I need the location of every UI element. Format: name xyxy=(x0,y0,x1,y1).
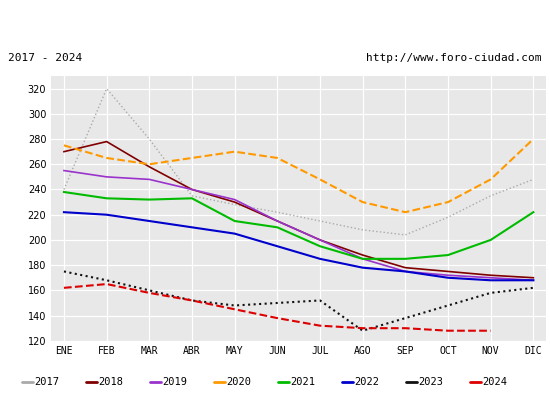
Text: 2019: 2019 xyxy=(162,377,188,386)
Text: 2017 - 2024: 2017 - 2024 xyxy=(8,53,82,63)
Text: 2017: 2017 xyxy=(34,377,59,386)
Text: Evolucion del paro registrado en Alange: Evolucion del paro registrado en Alange xyxy=(97,14,453,28)
Text: 2024: 2024 xyxy=(482,377,507,386)
Text: 2020: 2020 xyxy=(226,377,251,386)
Text: 2018: 2018 xyxy=(98,377,123,386)
Text: 2021: 2021 xyxy=(290,377,315,386)
Text: 2023: 2023 xyxy=(418,377,443,386)
Text: http://www.foro-ciudad.com: http://www.foro-ciudad.com xyxy=(366,53,542,63)
Text: 2022: 2022 xyxy=(354,377,379,386)
